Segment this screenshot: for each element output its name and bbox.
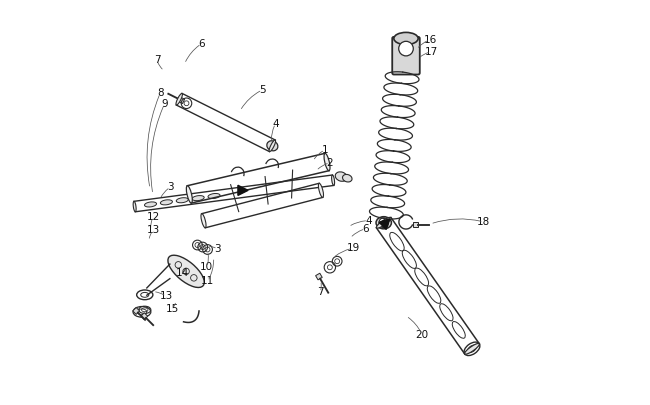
Text: 14: 14: [176, 269, 189, 278]
Text: 11: 11: [201, 277, 214, 286]
Ellipse shape: [318, 183, 324, 197]
Text: 7: 7: [153, 55, 161, 65]
Text: 6: 6: [198, 39, 205, 49]
Text: 6: 6: [362, 224, 369, 234]
Ellipse shape: [176, 198, 188, 203]
Ellipse shape: [332, 175, 335, 185]
Circle shape: [379, 218, 389, 228]
Ellipse shape: [144, 202, 157, 207]
Text: 16: 16: [424, 35, 437, 45]
Ellipse shape: [201, 214, 206, 228]
Text: 7: 7: [317, 288, 324, 297]
Ellipse shape: [376, 217, 391, 228]
Text: 12: 12: [147, 212, 160, 222]
Text: 10: 10: [200, 262, 213, 272]
Text: 4: 4: [272, 119, 279, 128]
Ellipse shape: [269, 140, 276, 151]
Text: 4: 4: [365, 216, 372, 226]
Text: 3: 3: [214, 244, 221, 254]
Ellipse shape: [192, 196, 204, 200]
Text: 15: 15: [166, 304, 179, 313]
Ellipse shape: [187, 186, 192, 203]
Text: 1: 1: [322, 145, 328, 155]
Text: 13: 13: [160, 292, 173, 301]
Text: 8: 8: [157, 88, 164, 98]
Text: 3: 3: [167, 182, 174, 192]
Ellipse shape: [133, 201, 136, 212]
Ellipse shape: [176, 94, 183, 105]
Ellipse shape: [376, 217, 391, 229]
Text: 18: 18: [477, 217, 490, 227]
Polygon shape: [133, 307, 140, 314]
Polygon shape: [178, 97, 185, 104]
Circle shape: [398, 41, 413, 56]
Text: 20: 20: [415, 330, 429, 340]
Ellipse shape: [161, 200, 172, 205]
Ellipse shape: [394, 32, 418, 45]
Polygon shape: [238, 185, 248, 195]
Text: 5: 5: [259, 85, 266, 95]
Text: 19: 19: [346, 243, 360, 253]
Ellipse shape: [208, 194, 220, 198]
Ellipse shape: [324, 153, 330, 171]
Polygon shape: [141, 313, 148, 320]
FancyBboxPatch shape: [392, 37, 420, 75]
Ellipse shape: [465, 343, 480, 354]
Polygon shape: [379, 219, 390, 230]
Ellipse shape: [168, 255, 204, 288]
Text: 2: 2: [326, 158, 333, 168]
Ellipse shape: [343, 175, 352, 182]
Polygon shape: [413, 222, 418, 227]
Ellipse shape: [335, 172, 347, 181]
Polygon shape: [316, 273, 322, 280]
Text: 13: 13: [147, 225, 160, 235]
Text: 9: 9: [161, 100, 168, 109]
Ellipse shape: [267, 141, 278, 151]
Text: 17: 17: [424, 47, 437, 57]
